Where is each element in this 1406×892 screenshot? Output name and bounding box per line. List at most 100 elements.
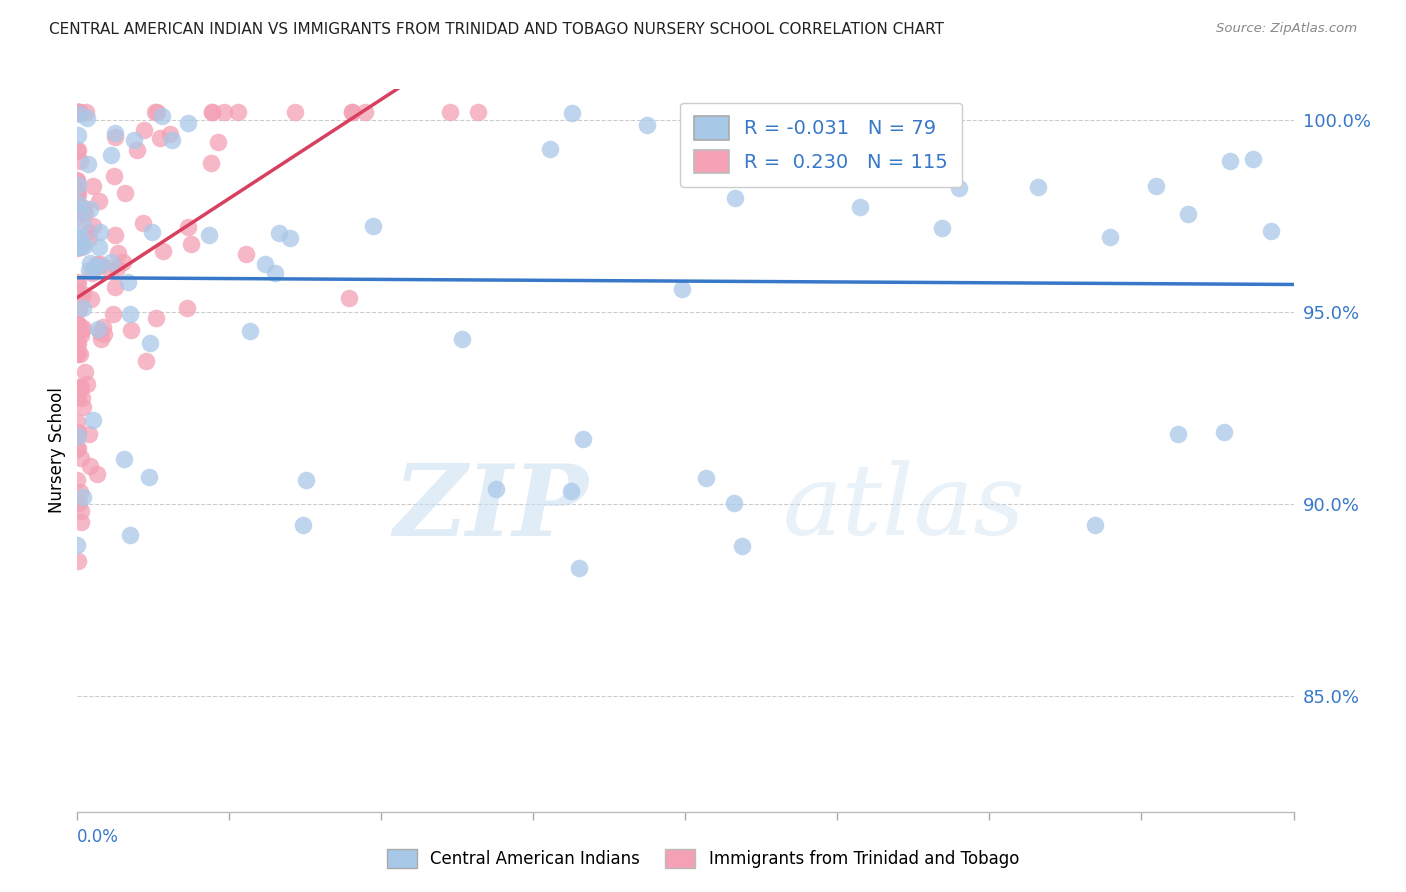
Point bbox=[79, 459, 101, 474]
Point bbox=[67, 240, 90, 254]
Point bbox=[340, 105, 363, 120]
Point bbox=[201, 105, 224, 120]
Text: ZIP: ZIP bbox=[394, 460, 588, 557]
Point bbox=[87, 259, 110, 273]
Point bbox=[100, 148, 122, 162]
Point bbox=[948, 181, 970, 195]
Point bbox=[86, 467, 108, 481]
Point bbox=[86, 257, 108, 271]
Point bbox=[451, 332, 474, 346]
Point bbox=[66, 538, 89, 552]
Point bbox=[66, 241, 89, 255]
Point bbox=[70, 391, 93, 405]
Point bbox=[284, 105, 307, 120]
Point bbox=[125, 143, 148, 157]
Point bbox=[67, 425, 90, 439]
Point bbox=[66, 347, 89, 361]
Point bbox=[107, 246, 129, 260]
Point bbox=[79, 427, 101, 442]
Point bbox=[104, 129, 127, 144]
Legend: Central American Indians, Immigrants from Trinidad and Tobago: Central American Indians, Immigrants fro… bbox=[381, 843, 1025, 875]
Point bbox=[77, 231, 100, 245]
Point bbox=[66, 317, 89, 331]
Point bbox=[70, 323, 93, 337]
Point bbox=[67, 496, 90, 510]
Point bbox=[120, 323, 142, 337]
Point bbox=[875, 151, 897, 165]
Point bbox=[66, 197, 89, 211]
Point bbox=[730, 539, 752, 553]
Point bbox=[66, 187, 89, 202]
Point bbox=[560, 484, 582, 499]
Point bbox=[66, 442, 89, 456]
Point bbox=[66, 277, 89, 291]
Point bbox=[689, 129, 711, 144]
Point bbox=[724, 191, 747, 205]
Point bbox=[67, 554, 90, 568]
Point bbox=[139, 335, 162, 350]
Point bbox=[69, 382, 91, 396]
Point bbox=[89, 325, 111, 339]
Point bbox=[72, 301, 94, 315]
Point bbox=[84, 260, 107, 274]
Point bbox=[66, 239, 89, 253]
Point bbox=[69, 380, 91, 394]
Point bbox=[66, 390, 89, 404]
Point bbox=[67, 105, 90, 120]
Point bbox=[114, 186, 136, 200]
Point bbox=[79, 263, 101, 277]
Point bbox=[931, 220, 953, 235]
Point bbox=[73, 206, 96, 220]
Point bbox=[66, 173, 89, 187]
Point bbox=[82, 179, 104, 194]
Point bbox=[89, 257, 111, 271]
Point bbox=[135, 353, 157, 368]
Point bbox=[105, 260, 128, 275]
Point bbox=[67, 106, 90, 120]
Point bbox=[1026, 180, 1049, 194]
Point bbox=[80, 267, 103, 281]
Point bbox=[235, 246, 257, 260]
Point bbox=[636, 118, 658, 132]
Point bbox=[76, 376, 98, 391]
Point bbox=[70, 240, 93, 254]
Point bbox=[177, 116, 200, 130]
Point bbox=[89, 239, 111, 253]
Point bbox=[66, 427, 89, 442]
Point bbox=[87, 321, 110, 335]
Point bbox=[90, 332, 112, 346]
Point bbox=[67, 429, 90, 443]
Point bbox=[118, 307, 141, 321]
Point bbox=[67, 380, 90, 394]
Point bbox=[671, 282, 693, 296]
Point bbox=[571, 432, 593, 446]
Point bbox=[198, 228, 221, 243]
Point bbox=[112, 452, 135, 467]
Point bbox=[66, 174, 89, 188]
Point bbox=[66, 178, 89, 192]
Point bbox=[66, 275, 89, 289]
Point bbox=[1167, 426, 1189, 441]
Point bbox=[66, 346, 89, 360]
Point bbox=[159, 127, 181, 141]
Point bbox=[66, 105, 89, 120]
Point bbox=[67, 203, 90, 218]
Point bbox=[66, 441, 89, 455]
Point bbox=[66, 229, 89, 244]
Point bbox=[66, 321, 89, 335]
Point bbox=[75, 365, 97, 379]
Point bbox=[69, 484, 91, 499]
Point bbox=[695, 471, 717, 485]
Point bbox=[263, 267, 285, 281]
Point bbox=[97, 261, 120, 276]
Point bbox=[72, 217, 94, 231]
Point bbox=[1084, 518, 1107, 533]
Point bbox=[66, 205, 89, 219]
Point bbox=[73, 238, 96, 252]
Point bbox=[66, 144, 89, 158]
Point bbox=[72, 321, 94, 335]
Point bbox=[75, 105, 97, 120]
Point bbox=[69, 516, 91, 530]
Point bbox=[66, 128, 89, 142]
Point bbox=[67, 105, 90, 120]
